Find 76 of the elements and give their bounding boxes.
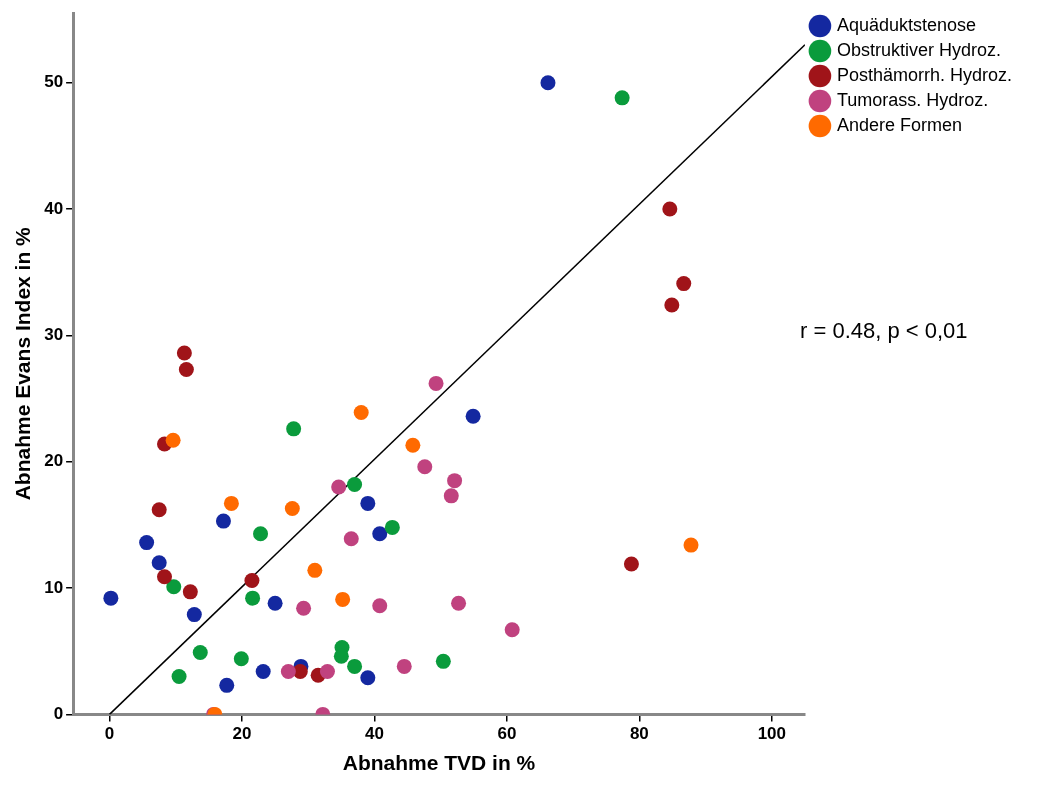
point	[435, 653, 451, 669]
point	[139, 535, 155, 551]
point	[151, 502, 167, 518]
point	[451, 595, 467, 611]
point	[245, 590, 261, 606]
point	[176, 345, 192, 361]
x-tick-label: 40	[364, 724, 384, 744]
point	[233, 651, 249, 667]
point	[255, 663, 271, 679]
point	[307, 562, 323, 578]
legend-label: Tumorass. Hydroz.	[836, 89, 989, 110]
point	[360, 670, 376, 686]
legend-label: Posthämorrh. Hydroz.	[836, 64, 1012, 85]
point	[280, 663, 296, 679]
point	[267, 595, 283, 611]
point	[284, 500, 300, 516]
point	[662, 201, 678, 217]
point	[347, 658, 363, 674]
point	[347, 476, 363, 492]
y-tick-label: 30	[44, 325, 64, 345]
point	[353, 404, 369, 420]
point	[331, 479, 347, 495]
point	[465, 408, 481, 424]
point	[443, 488, 459, 504]
point	[664, 297, 680, 313]
x-tick-label: 20	[232, 724, 252, 744]
legend-label: Andere Formen	[836, 114, 962, 135]
point	[504, 622, 520, 638]
point	[192, 644, 208, 660]
y-tick-label: 0	[53, 704, 64, 724]
point	[166, 579, 182, 595]
legend-label: Aquäduktstenose	[836, 14, 977, 35]
point	[253, 526, 269, 542]
y-tick-label: 20	[44, 451, 64, 471]
point	[157, 569, 173, 585]
x-tick-label: 0	[104, 724, 115, 744]
point	[372, 598, 388, 614]
point	[219, 677, 235, 693]
point	[171, 669, 187, 684]
point	[384, 519, 400, 535]
point	[623, 556, 639, 572]
point	[335, 591, 351, 607]
point	[428, 375, 444, 391]
point	[447, 473, 463, 489]
point	[540, 75, 556, 91]
point	[296, 600, 312, 616]
x-axis-title: Abnahme TVD in %	[342, 751, 536, 775]
point	[223, 495, 239, 511]
point	[244, 572, 260, 588]
point	[417, 459, 433, 475]
x-tick-label: 100	[757, 724, 787, 744]
point	[405, 437, 421, 453]
y-tick-label: 50	[44, 72, 64, 92]
point	[186, 607, 202, 623]
point	[319, 663, 335, 679]
y-tick-label: 40	[44, 198, 64, 218]
y-tick-label: 10	[44, 577, 64, 597]
point	[360, 495, 376, 511]
x-tick-label: 80	[629, 724, 649, 744]
point	[286, 421, 302, 437]
legend-label: Obstruktiver Hydroz.	[836, 39, 1001, 60]
point	[103, 590, 119, 606]
point	[343, 531, 359, 547]
point	[614, 90, 630, 106]
annotation: r = 0.48, p < 0,01	[800, 318, 968, 344]
point	[151, 555, 167, 571]
x-tick-label: 60	[497, 724, 517, 744]
point	[178, 361, 194, 377]
point	[676, 276, 692, 292]
point	[396, 658, 412, 674]
point	[215, 513, 231, 529]
point	[165, 432, 181, 448]
point	[182, 584, 198, 600]
point	[372, 526, 388, 542]
point	[683, 537, 699, 553]
y-axis-title: Abnahme Evans Index in %	[11, 226, 35, 501]
